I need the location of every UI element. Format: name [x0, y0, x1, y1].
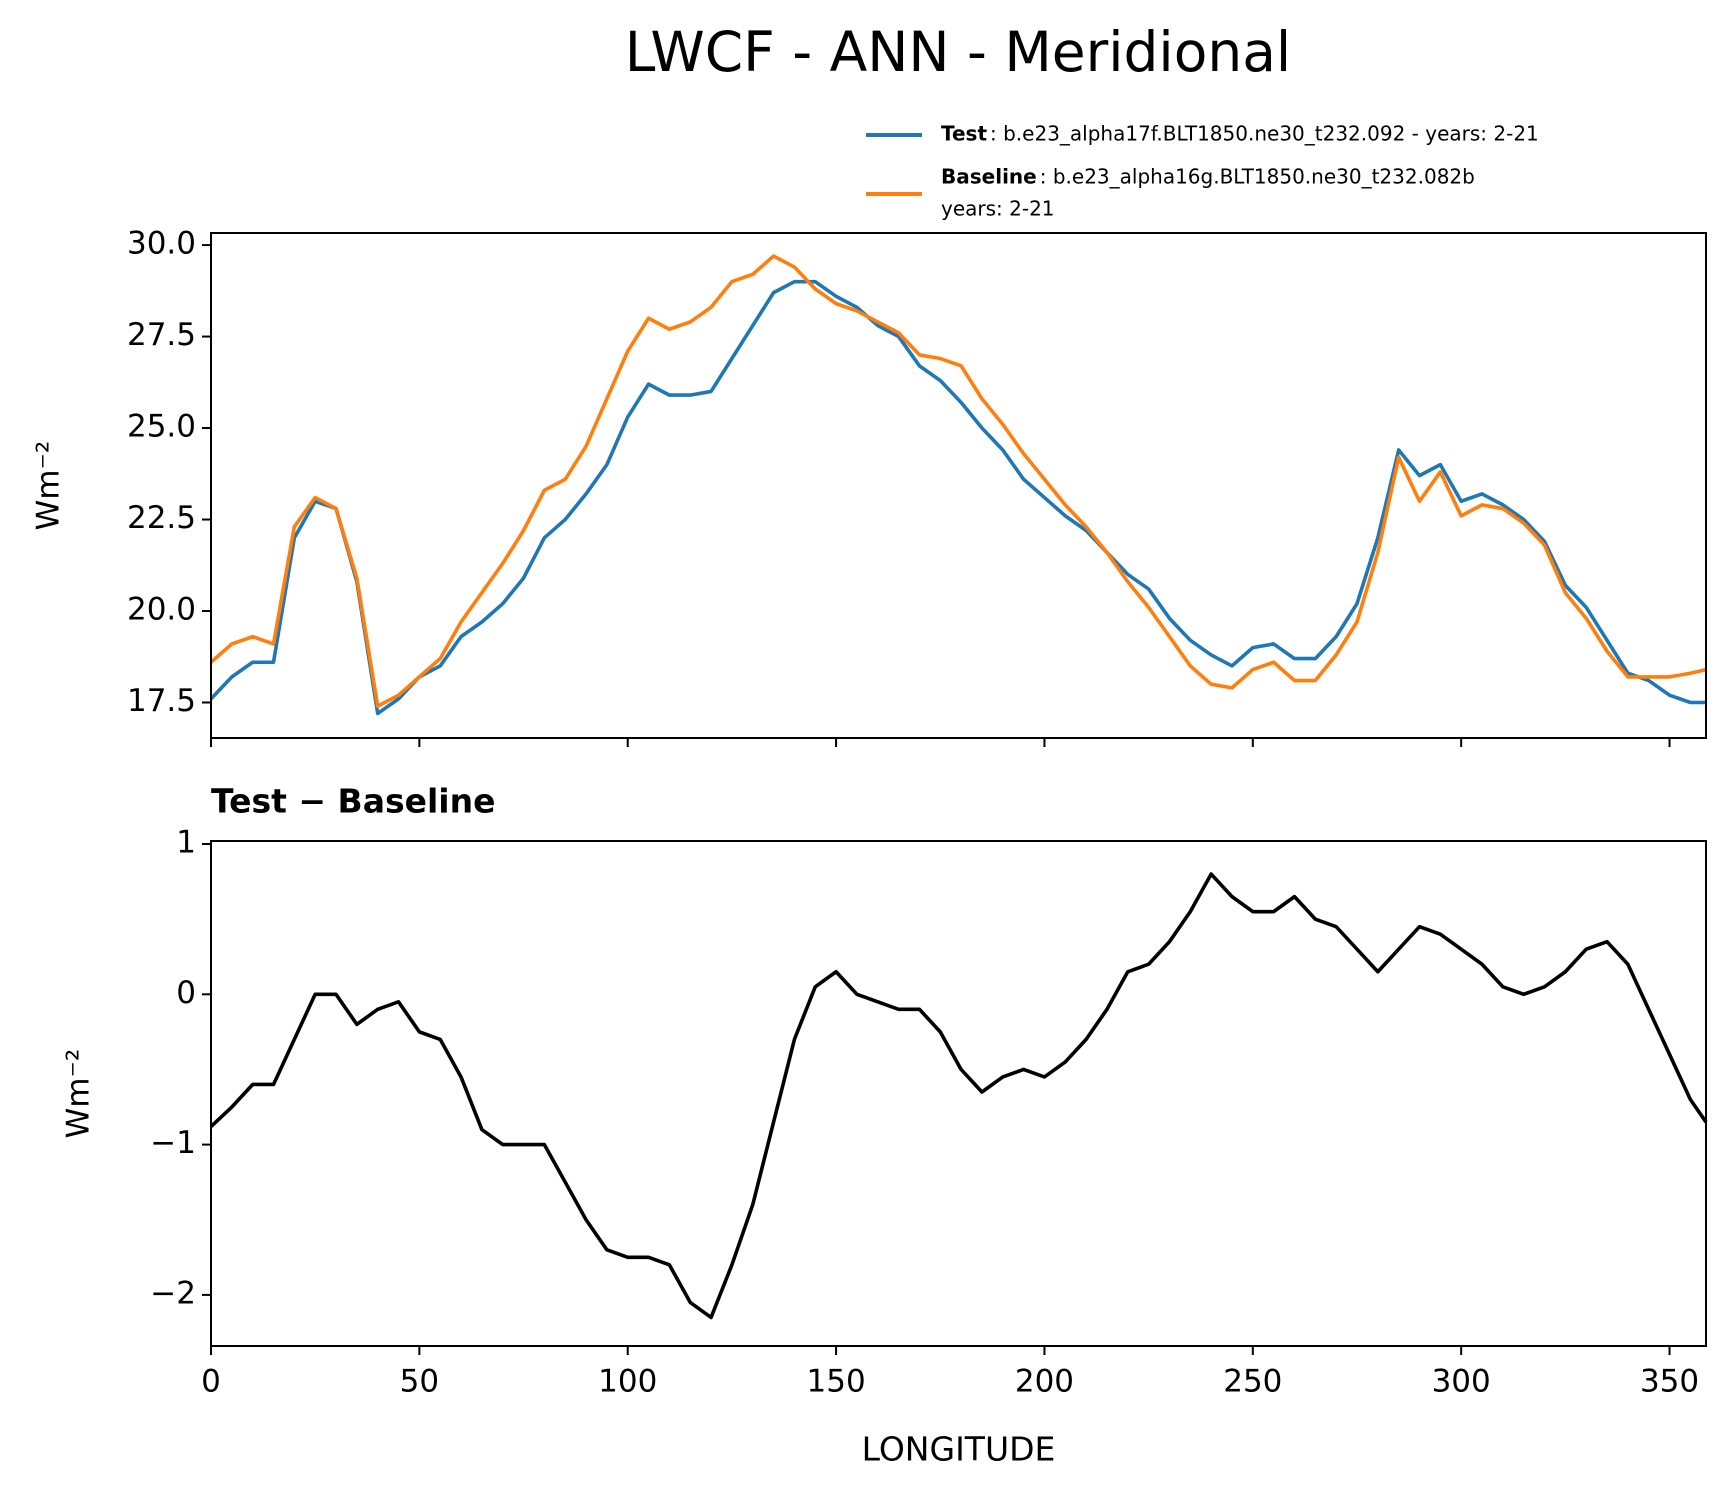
x-tick-label: 50	[400, 1364, 439, 1400]
y-tick-label: 27.5	[127, 317, 196, 353]
data-line	[209, 279, 1706, 716]
y-axis-label: Wm⁻²	[31, 441, 67, 531]
x-tick-label: 150	[807, 1364, 866, 1400]
x-tick-label: 250	[1223, 1364, 1282, 1400]
y-tick-label: 20.0	[127, 592, 196, 628]
x-tick-label: 0	[201, 1364, 221, 1400]
subplot-title: Test − Baseline	[211, 782, 496, 821]
x-tick-label: 350	[1640, 1364, 1699, 1400]
x-tick-label: 100	[598, 1364, 657, 1400]
legend-description: years: 2-21	[941, 197, 1055, 221]
legend-name: Test	[941, 122, 987, 146]
x-axis-label: LONGITUDE	[862, 1430, 1056, 1469]
x-tick-label: 300	[1432, 1364, 1491, 1400]
y-tick-label: 25.0	[127, 409, 196, 445]
y-tick-label: −1	[150, 1125, 196, 1161]
figure-title: LWCF - ANN - Meridional	[625, 20, 1291, 84]
data-line	[209, 254, 1707, 708]
axes-frame	[210, 232, 1707, 739]
y-tick-label: 17.5	[127, 683, 196, 719]
y-axis-label: Wm⁻²	[61, 1049, 97, 1139]
y-tick-label: 0	[176, 975, 196, 1011]
legend-description: : b.e23_alpha16g.BLT1850.ne30_t232.082b	[1040, 165, 1475, 189]
y-tick-label: 1	[176, 825, 196, 861]
y-tick-label: 30.0	[127, 226, 196, 262]
legend-name: Baseline	[941, 165, 1037, 189]
x-tick-label: 200	[1015, 1364, 1074, 1400]
y-tick-label: 22.5	[127, 500, 196, 536]
data-line	[209, 872, 1708, 1320]
y-tick-label: −2	[150, 1275, 196, 1311]
legend-description: : b.e23_alpha17f.BLT1850.ne30_t232.092 -…	[990, 122, 1539, 146]
axes-frame	[210, 840, 1707, 1347]
